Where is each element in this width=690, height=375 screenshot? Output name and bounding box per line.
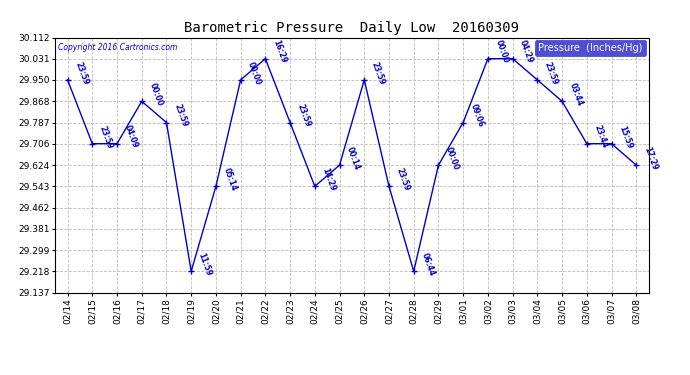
Text: 16:29: 16:29 — [271, 39, 288, 65]
Text: 04:09: 04:09 — [123, 124, 139, 150]
Text: 23:44: 23:44 — [592, 124, 609, 150]
Text: 17:29: 17:29 — [642, 146, 658, 171]
Text: 00:00: 00:00 — [246, 60, 263, 86]
Text: 11:59: 11:59 — [197, 252, 213, 278]
Text: 00:00: 00:00 — [147, 82, 164, 108]
Text: 04:29: 04:29 — [518, 39, 535, 65]
Text: 15:59: 15:59 — [617, 124, 633, 150]
Text: 00:00: 00:00 — [493, 39, 510, 65]
Text: 23:59: 23:59 — [295, 103, 313, 129]
Text: 23:59: 23:59 — [543, 60, 560, 86]
Text: 23:59: 23:59 — [172, 103, 188, 129]
Title: Barometric Pressure  Daily Low  20160309: Barometric Pressure Daily Low 20160309 — [184, 21, 520, 35]
Text: 14:29: 14:29 — [320, 167, 337, 192]
Text: 23:59: 23:59 — [98, 124, 115, 150]
Text: 23:59: 23:59 — [73, 60, 90, 86]
Text: 23:59: 23:59 — [395, 167, 411, 192]
Text: 09:06: 09:06 — [469, 103, 486, 129]
Text: 00:00: 00:00 — [444, 146, 461, 171]
Legend: Pressure  (Inches/Hg): Pressure (Inches/Hg) — [535, 40, 646, 56]
Text: Copyright 2016 Cartronics.com: Copyright 2016 Cartronics.com — [58, 43, 177, 52]
Text: 05:14: 05:14 — [221, 167, 238, 192]
Text: 06:44: 06:44 — [420, 252, 436, 278]
Text: 03:44: 03:44 — [568, 82, 584, 108]
Text: 00:14: 00:14 — [345, 146, 362, 171]
Text: 23:59: 23:59 — [370, 60, 386, 86]
